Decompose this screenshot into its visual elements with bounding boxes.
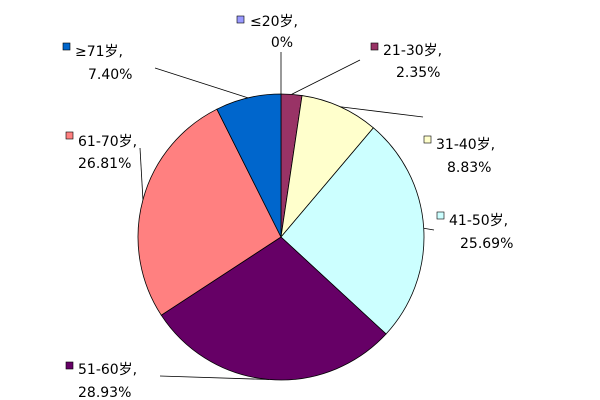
pie-slice-6 <box>216 93 282 238</box>
slice-label-6: ≥71岁, <box>75 44 123 60</box>
leader-line-4 <box>159 375 270 380</box>
slice-percent-2: 8.83% <box>447 160 491 176</box>
slice-label-3: 41-50岁, <box>449 213 508 229</box>
pie-slice-3 <box>280 127 425 335</box>
label-key-4 <box>65 361 74 370</box>
label-key-3 <box>436 211 445 220</box>
slice-percent-4: 28.93% <box>78 385 131 400</box>
pie-slice-5 <box>137 108 282 316</box>
label-key-0 <box>236 15 245 24</box>
label-key-2 <box>423 135 432 144</box>
label-key-1 <box>370 42 379 51</box>
leader-line-2 <box>339 106 424 118</box>
leader-line-3 <box>423 227 435 231</box>
label-key-6 <box>62 42 71 51</box>
slice-percent-6: 7.40% <box>88 67 132 83</box>
slice-percent-1: 2.35% <box>396 65 440 81</box>
leader-line-1 <box>291 59 361 95</box>
leader-line-6 <box>154 67 249 99</box>
slice-percent-5: 26.81% <box>78 156 131 172</box>
slice-label-2: 31-40岁, <box>436 137 495 153</box>
slice-label-0: ≤20岁, <box>250 14 298 30</box>
slice-label-5: 61-70岁, <box>78 134 137 150</box>
slice-label-1: 21-30岁, <box>383 43 442 59</box>
slice-percent-3: 25.69% <box>460 236 513 252</box>
slice-label-4: 51-60岁, <box>78 362 137 378</box>
leader-line-5 <box>139 147 144 200</box>
slice-percent-0: 0% <box>271 35 293 51</box>
label-key-5 <box>65 131 74 140</box>
pie-slice-4 <box>160 236 387 381</box>
